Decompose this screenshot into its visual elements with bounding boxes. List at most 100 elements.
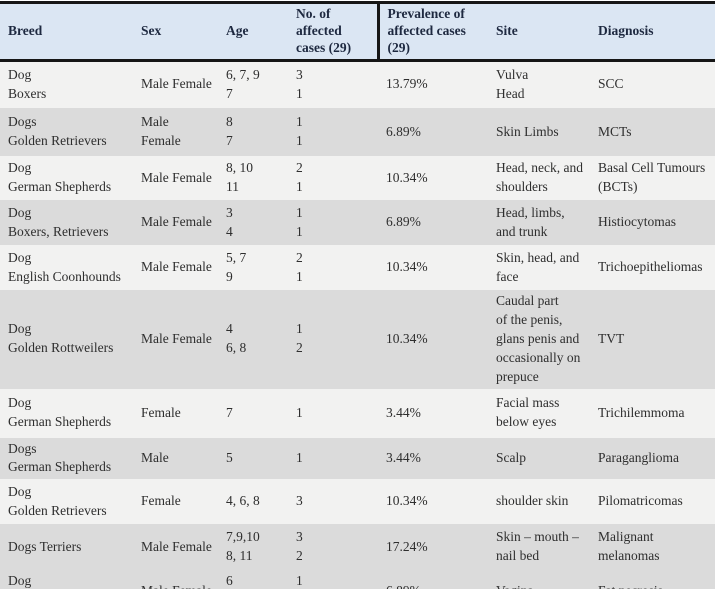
cell-sex: Male Female xyxy=(141,114,181,149)
header-row: Breed Sex Age No. of affected cases (29)… xyxy=(0,2,715,61)
table-row: Dog German Shepherds Female 7 1 3.44% Fa… xyxy=(0,388,715,438)
cell-prevalence: 10.34% xyxy=(386,169,428,185)
cell-age: 4 6, 8 xyxy=(226,321,247,356)
table-row: Dog Boxers, Retrievers Male Female 3 4 1… xyxy=(0,200,715,246)
cell-site: Vagina xyxy=(488,570,590,589)
cell-breed: Dog Golden retriever xyxy=(8,573,32,589)
table-row: Dog Golden Retrievers Female 4, 6, 8 3 1… xyxy=(0,479,715,525)
cell-cases: 1 1 xyxy=(296,573,303,589)
table-row: Dogs Golden Retrievers Male Female 8 7 1… xyxy=(0,108,715,157)
cell-site: Scalp xyxy=(496,450,526,466)
cell-breed: Dogs German Shepherds xyxy=(8,440,112,475)
cell-age: 7 xyxy=(226,404,233,420)
cell-age: 6 5 xyxy=(226,573,233,589)
cell-age: 3 4 xyxy=(226,204,233,239)
table-body: Dog Boxers Male Female 6, 7, 9 7 3 1 13.… xyxy=(0,60,715,589)
cell-site: Skin Limbs xyxy=(496,123,559,139)
cell-sex: Female xyxy=(141,493,181,509)
cell-breed: Dog German Shepherds xyxy=(8,395,112,430)
cell-age: 6, 7, 9 7 xyxy=(226,66,260,101)
column-header-age: Age xyxy=(226,22,249,38)
cell-diagnosis: Histiocytomas xyxy=(598,214,676,230)
cell-diagnosis: TVT xyxy=(598,330,625,346)
cell-sex: Male Female xyxy=(141,538,212,554)
cell-sex: Female xyxy=(141,404,181,420)
cell-site: shoulder skin xyxy=(496,493,569,509)
cell-prevalence: 10.34% xyxy=(386,493,428,509)
cell-breed: Dogs Terriers xyxy=(8,538,82,554)
cell-age: 4, 6, 8 xyxy=(226,493,260,509)
column-header-sex: Sex xyxy=(141,22,162,38)
cell-prevalence: 10.34% xyxy=(386,259,428,275)
cell-breed: Dogs Golden Retrievers xyxy=(8,114,107,149)
cell-sex: Male Female xyxy=(141,169,212,185)
cell-site: Facial mass below eyes xyxy=(496,395,560,430)
cell-cases: 1 xyxy=(296,450,303,466)
cell-sex: Male Female xyxy=(141,214,212,230)
cell-prevalence: 13.79% xyxy=(386,76,428,92)
cell-prevalence: 6.89% xyxy=(378,570,488,589)
cell-cases: 1 2 xyxy=(296,321,303,356)
cell-breed: Dog German Shepherds xyxy=(8,160,112,195)
table-row: Dogs German Shepherds Male 5 1 3.44% Sca… xyxy=(0,437,715,480)
table-row: Dog Boxers Male Female 6, 7, 9 7 3 1 13.… xyxy=(0,60,715,109)
table-row: Dog Golden Rottweilers Male Female 4 6, … xyxy=(0,290,715,389)
table-row: Dog English Coonhounds Male Female 5, 7 … xyxy=(0,245,715,291)
cell-age: 8, 10 11 xyxy=(226,160,253,195)
cell-site: Head, limbs, and trunk xyxy=(496,204,565,239)
cell-site: Caudal part of the penis, glans penis an… xyxy=(496,293,581,384)
cell-cases: 3 xyxy=(296,493,303,509)
cell-diagnosis: Trichilemmoma xyxy=(598,404,685,420)
cell-prevalence: 6.89% xyxy=(386,123,421,139)
cell-breed: Dog Golden Rottweilers xyxy=(8,321,114,356)
cell-diagnosis: Trichoepitheliomas xyxy=(598,259,703,275)
cell-prevalence: 17.24% xyxy=(386,538,428,554)
cell-sex: Male Female xyxy=(141,330,212,346)
cell-diagnosis: SCC xyxy=(598,76,624,92)
cell-prevalence: 10.34% xyxy=(386,330,428,346)
cell-prevalence: 3.44% xyxy=(386,450,421,466)
table-row: Dog Golden retriever Male Female 6 5 1 1… xyxy=(0,570,715,589)
column-header-breed: Breed xyxy=(8,22,43,38)
cell-diagnosis: Malignant melanomas xyxy=(598,529,660,564)
cell-cases: 1 xyxy=(296,404,303,420)
cell-cases: 1 1 xyxy=(296,204,303,239)
cell-prevalence: 3.44% xyxy=(386,404,421,420)
table-row: Dogs Terriers Male Female 7,9,10 8, 11 3… xyxy=(0,524,715,571)
column-header-prevalence: Prevalence of affected cases (29) xyxy=(387,6,466,55)
cell-age: 5 xyxy=(226,450,233,466)
cell-sex: Male Female xyxy=(133,570,218,589)
cell-breed: Dog Golden Retrievers xyxy=(8,483,107,518)
cell-sex: Male Female xyxy=(141,76,212,92)
cell-site: Skin – mouth – nail bed xyxy=(496,529,579,564)
cell-cases: 2 1 xyxy=(296,160,303,195)
table-row: Dog German Shepherds Male Female 8, 10 1… xyxy=(0,156,715,201)
column-header-diagnosis: Diagnosis xyxy=(598,22,654,38)
cell-diagnosis: Basal Cell Tumours (BCTs) xyxy=(598,160,706,195)
cell-site: Vulva Head xyxy=(496,66,529,101)
cell-age: 7,9,10 8, 11 xyxy=(226,529,260,564)
cell-site: Skin, head, and face xyxy=(496,249,580,284)
cell-age: 5, 7 9 xyxy=(226,249,247,284)
cell-sex: Male Female xyxy=(141,259,212,275)
cell-cases: 1 1 xyxy=(296,114,303,149)
cell-diagnosis: Pilomatricomas xyxy=(598,493,683,509)
cell-diagnosis: Fat necrosis xyxy=(590,570,715,589)
cell-sex: Male xyxy=(141,450,169,466)
cell-diagnosis: Paraganglioma xyxy=(598,450,679,466)
cell-breed: Dog Boxers, Retrievers xyxy=(8,204,109,239)
cell-prevalence: 6.89% xyxy=(386,214,421,230)
cell-site: Head, neck, and shoulders xyxy=(496,160,583,195)
cell-cases: 3 1 xyxy=(296,66,303,101)
column-header-site: Site xyxy=(496,22,518,38)
cell-breed: Dog English Coonhounds xyxy=(8,249,121,284)
column-header-cases: No. of affected cases (29) xyxy=(288,2,380,61)
cell-age: 8 7 xyxy=(226,114,233,149)
table-header: Breed Sex Age No. of affected cases (29)… xyxy=(0,2,715,61)
cell-cases: 3 2 xyxy=(296,529,303,564)
cell-breed: Dog Boxers xyxy=(8,66,47,101)
cell-cases: 2 1 xyxy=(296,249,303,284)
cell-diagnosis: MCTs xyxy=(598,123,632,139)
